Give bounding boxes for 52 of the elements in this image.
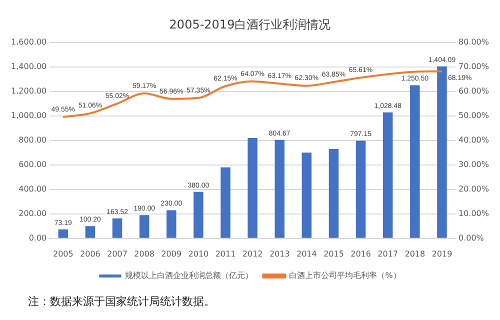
x-tick-label: 2019: [432, 249, 452, 258]
x-tick-label: 2011: [215, 249, 236, 258]
bar: [274, 140, 284, 238]
x-tick-label: 2012: [242, 249, 263, 258]
bar: [302, 152, 312, 238]
x-tick-label: 2016: [350, 249, 371, 258]
y-tick-label: 1,600.00: [11, 37, 47, 46]
bar: [356, 140, 366, 238]
legend-label: 规模以上白酒企业利润总额（亿元）: [125, 271, 254, 280]
y-tick-label: 0.00: [28, 233, 47, 242]
x-tick-label: 2006: [80, 249, 100, 258]
y2-tick-label: 30.00%: [458, 160, 490, 169]
x-tick-label: 2010: [188, 249, 209, 258]
legend-label: 白酒上市公司平均毛利率（%）: [289, 271, 401, 280]
y2-tick-label: 60.00%: [458, 86, 490, 96]
x-tick-label: 2005: [52, 249, 74, 258]
y2-tick-label: 10.00%: [458, 208, 490, 218]
bar: [437, 66, 447, 238]
y2-tick-label: 20.00%: [458, 184, 490, 194]
x-tick-label: 2015: [324, 249, 344, 258]
bar: [139, 215, 150, 238]
bar: [194, 192, 204, 238]
bar: [248, 138, 258, 238]
chart-title: 2005-2019白酒行业利润情况: [169, 17, 331, 32]
y2-tick-label: 0.00%: [458, 233, 484, 242]
x-tick-label: 2017: [378, 249, 398, 258]
x-tick-label: 2018: [404, 249, 426, 258]
y-tick-label: 1,400.00: [11, 62, 47, 71]
bar: [410, 85, 420, 238]
y-tick-label: 400.00: [18, 184, 47, 194]
bar: [328, 148, 339, 238]
bar: [166, 210, 176, 238]
bar: [85, 226, 96, 238]
x-tick-label: 2014: [296, 249, 317, 258]
y2-tick-label: 40.00%: [458, 135, 490, 144]
x-tick-label: 2008: [134, 249, 155, 258]
bar: [112, 218, 122, 238]
y2-tick-label: 80.00%: [458, 37, 490, 46]
y-tick-label: 1,200.00: [11, 86, 47, 96]
y2-tick-label: 70.00%: [458, 62, 490, 71]
bar: [220, 167, 230, 238]
y2-tick-label: 50.00%: [458, 110, 490, 120]
bar: [382, 112, 393, 238]
y-tick-label: 800.00: [18, 135, 47, 144]
text: 注：数据来源于国家统计局统计数据。: [27, 294, 216, 309]
bar: [58, 229, 68, 238]
x-tick-label: 2013: [269, 249, 290, 258]
x-tick-label: 2009: [161, 249, 182, 258]
y-tick-label: 200.00: [18, 208, 47, 218]
y-tick-label: 1,000.00: [11, 110, 47, 120]
x-tick-label: 2007: [107, 249, 128, 258]
y-tick-label: 600.00: [18, 160, 47, 169]
